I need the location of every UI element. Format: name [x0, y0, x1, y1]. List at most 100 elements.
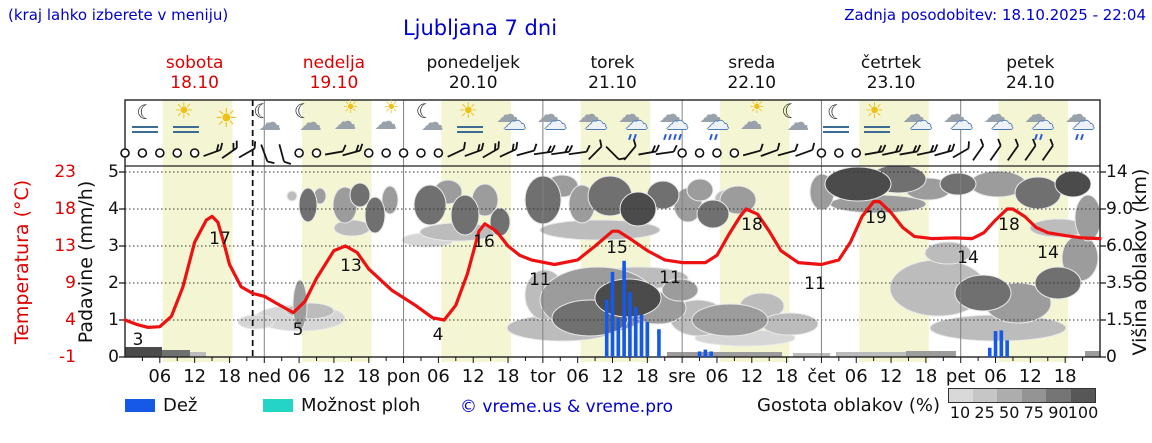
wind-barb	[760, 142, 781, 157]
wind-barb-line	[235, 140, 238, 148]
x-hour-label: 12	[1018, 366, 1042, 387]
day-label-sreda: sreda 22.10	[727, 53, 777, 93]
wind-barb	[238, 141, 257, 159]
wind-barb-line	[515, 141, 519, 150]
weather-icon-cloud: ☁ ☁	[902, 102, 933, 135]
wind-barb-line	[934, 149, 953, 157]
wind-barb	[1024, 138, 1037, 161]
x-day-label: čet	[807, 366, 836, 387]
x-hour-label: 12	[183, 366, 207, 387]
density-step-label: 10	[949, 403, 971, 422]
wind-barb	[1007, 138, 1019, 161]
wind-barb	[482, 141, 500, 159]
cloud-blob	[364, 196, 386, 234]
temp-tick-label: -1	[59, 347, 76, 367]
rain-bar	[628, 292, 632, 357]
temp-value-label: 11	[804, 274, 826, 294]
cloud-blob	[349, 182, 371, 208]
x-hour-label: 06	[844, 366, 868, 387]
wind-barb-line	[759, 143, 764, 151]
cloud-height-tick-label: 14	[1106, 162, 1128, 182]
wind-barb-line	[551, 150, 570, 156]
wind-barb-line	[947, 144, 952, 152]
precip-tick-label: 3	[108, 236, 119, 256]
calm-circle	[137, 148, 148, 158]
wind-barb-line	[760, 149, 778, 157]
wind-barb-line	[497, 141, 500, 149]
wind-barb-line	[1049, 138, 1054, 146]
wind-barb-line	[651, 145, 656, 153]
cloud-blob	[286, 190, 298, 202]
weather-icon-cloud: ☁ ☁	[495, 102, 526, 135]
wind-barb-line	[324, 150, 343, 156]
x-hour-label: 12	[461, 366, 485, 387]
density-segment	[1021, 388, 1047, 403]
weather-icon-sun: ☀	[214, 104, 238, 134]
weather-icon-rain: ☁ ☁	[1065, 102, 1095, 142]
temp-value-label: 19	[865, 208, 887, 228]
calm-circle	[712, 148, 722, 158]
wind-barb-line	[341, 144, 347, 152]
weather-icon-cloud: ☁ ☁	[536, 102, 567, 135]
day-label-petek: petek 24.10	[1006, 53, 1055, 93]
day-label-ponedeljek: ponedeljek 20.10	[426, 53, 520, 93]
wind-barb-line	[533, 150, 552, 156]
wind-barb-line	[979, 138, 985, 146]
wind-barb-line	[655, 150, 674, 156]
weather-icon-sun-fog: ☀	[171, 101, 201, 142]
calm-circle	[155, 148, 165, 158]
temp-tick-label: 18	[54, 199, 76, 219]
wind-barb	[623, 138, 637, 161]
wind-barb-line	[238, 147, 256, 159]
temp-value-label: 18	[998, 215, 1020, 235]
x-hour-label: 06	[426, 366, 450, 387]
wind-barb-line	[1014, 138, 1019, 146]
rain-bar	[616, 318, 621, 357]
wind-barb-line	[795, 149, 813, 157]
wind-barb-line	[794, 143, 799, 151]
calm-circle	[398, 148, 409, 158]
rain-bar	[697, 351, 702, 357]
rain-legend-label: Dež	[163, 395, 198, 416]
wind-barb-line	[655, 144, 660, 152]
weather-icon-sun-cloud: ☀ ☁	[374, 97, 400, 135]
copyright-link[interactable]: © vreme.us & vreme.pro	[460, 397, 674, 417]
rain-bar	[633, 307, 638, 357]
wind-barb	[899, 144, 922, 156]
weather-icon-moon-cloud: ☾ ☁	[253, 99, 282, 136]
weather-icon-cloud: ☁ ☁	[577, 102, 608, 135]
weather-icon-rain: ☁ ☁	[699, 102, 729, 142]
wind-barb-line	[777, 149, 796, 157]
cloud-blob	[686, 178, 714, 202]
wind-barb-line	[599, 139, 603, 147]
wind-barb	[972, 138, 985, 161]
wind-barb	[447, 141, 466, 158]
wind-barb-line	[672, 144, 678, 153]
rain-bar	[645, 321, 650, 357]
density-segment	[1046, 388, 1072, 403]
wind-barb-line	[253, 141, 257, 149]
weather-icon-cloud: ☁ ☁	[942, 102, 973, 135]
temp-value-label: 16	[473, 232, 495, 252]
weather-icon-rain: ☁ ☁	[618, 102, 648, 142]
cloud-blob	[333, 219, 371, 237]
temp-tick-label: 13	[54, 236, 76, 256]
density-segment	[997, 388, 1023, 403]
wind-barb-line	[1007, 145, 1019, 161]
wind-barb	[568, 144, 591, 156]
calm-circle	[433, 148, 444, 158]
temp-value-label: 4	[433, 325, 444, 345]
fog-strip	[836, 352, 906, 357]
wind-barb-line	[776, 142, 781, 151]
fog-strip	[1085, 351, 1100, 357]
day-label-torek: torek 21.10	[588, 53, 637, 93]
temp-value-label: 13	[340, 256, 362, 276]
precip-tick-label: 5	[108, 162, 119, 182]
wind-barb-line	[550, 144, 556, 153]
wind-barb	[952, 141, 970, 159]
wind-barb-line	[568, 144, 574, 153]
wind-barb-line	[605, 145, 620, 161]
wind-barb-line	[477, 144, 481, 152]
cloud-blob	[298, 187, 318, 223]
cloud-height-tick-label: 6.0	[1106, 236, 1134, 256]
